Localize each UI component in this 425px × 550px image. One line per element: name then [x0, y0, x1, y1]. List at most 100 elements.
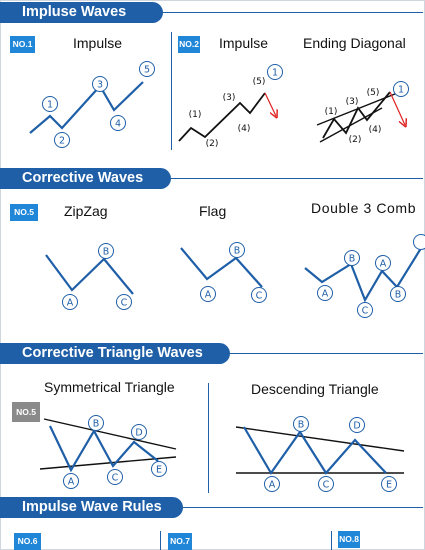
wave-label-text: (3) — [346, 97, 359, 107]
panel-title-ending-diagonal: Ending Diagonal — [303, 35, 406, 51]
wave-label: 3 — [92, 76, 108, 92]
double-3-combo-wave: A B C A B — [304, 234, 425, 318]
wave-label: 2 — [54, 132, 70, 148]
wave-label: B — [293, 416, 309, 432]
wave-label-text: 3 — [97, 80, 103, 91]
impulse-wave-2: (1) (2) (3) (4) (5) 1 — [178, 64, 283, 149]
wave-label-text: (5) — [367, 88, 380, 98]
wave-label-text: D — [353, 421, 360, 432]
section-header-corrective: Corrective Waves — [0, 168, 171, 189]
wave-label-text: 2 — [59, 136, 65, 147]
panel-title-zipzag: ZipZag — [64, 203, 108, 219]
panel-divider — [171, 32, 172, 150]
wave-label-text: B — [93, 419, 100, 430]
section-divider-impulse — [163, 12, 423, 13]
wave-label-text: 1 — [47, 100, 53, 111]
wave-label-text: E — [386, 480, 392, 491]
wave-label-text: C — [323, 480, 330, 491]
wave-label: B — [88, 415, 104, 431]
impulse-wave-1: 1 2 3 4 5 — [29, 61, 155, 148]
wave-label-text: 4 — [115, 119, 121, 130]
wave-label-circle-cropped — [413, 234, 425, 250]
badge-no7: NO.7 — [168, 533, 192, 550]
wave-label: 5 — [139, 61, 155, 77]
badge-no8: NO.8 — [338, 531, 360, 548]
section-divider-corrective — [171, 178, 423, 179]
panel-title-impulse-1: Impulse — [73, 35, 123, 51]
wave-label-text: B — [395, 290, 402, 301]
panel-divider-triangle — [208, 383, 209, 493]
wave-label: A — [200, 286, 216, 302]
section-divider-triangle — [230, 353, 423, 354]
wave-label: B — [229, 242, 245, 258]
rules-divider-1 — [160, 531, 161, 550]
wave-label-text: A — [269, 480, 276, 491]
section-divider-rules — [183, 507, 423, 508]
wave-label: 1 — [267, 64, 283, 80]
panel-title-symmetrical-triangle: Symmetrical Triangle — [44, 379, 175, 395]
flag-wave: A B C — [180, 242, 267, 303]
wave-label-text: (2) — [349, 135, 362, 145]
wave-label: A — [317, 285, 333, 301]
wave-label-text: (5) — [253, 77, 266, 87]
badge-no2: NO.2 — [178, 36, 200, 53]
wave-label-text: (4) — [238, 124, 251, 134]
descending-triangle-wave: A B C D E — [235, 416, 405, 492]
section-header-triangle: Corrective Triangle Waves — [0, 343, 230, 364]
rules-divider-2 — [331, 531, 332, 550]
symmetrical-triangle-wave: A B C D E — [39, 415, 177, 489]
wave-label-text: C — [256, 291, 263, 302]
wave-label: E — [381, 476, 397, 492]
wave-label-text: (1) — [325, 107, 338, 117]
wave-label-text: (4) — [369, 125, 382, 135]
zigzag-wave: A B C — [45, 243, 134, 310]
panel-title-flag: Flag — [199, 203, 227, 219]
wave-label: C — [116, 294, 132, 310]
wave-label: C — [251, 287, 267, 303]
wave-label-text: 5 — [144, 65, 150, 76]
badge-no5-triangle: NO.5 — [12, 402, 40, 422]
badge-no6: NO.6 — [14, 533, 41, 550]
wave-label-text: (1) — [189, 110, 202, 120]
wave-label: 1 — [42, 96, 58, 112]
wave-label: A — [62, 294, 78, 310]
wave-label-text: 1 — [398, 85, 404, 96]
panel-title-impulse-2: Impulse — [219, 35, 269, 51]
badge-no1: NO.1 — [10, 36, 35, 53]
wave-label-text: D — [135, 428, 142, 439]
panel-title-descending-triangle: Descending Triangle — [251, 381, 379, 397]
wave-label: C — [318, 476, 334, 492]
badge-no5-corrective: NO.5 — [10, 204, 38, 221]
panel-title-double-3-combo: Double 3 Comb — [311, 200, 417, 216]
wave-label: 4 — [110, 115, 126, 131]
section-header-rules: Impulse Wave Rules — [0, 497, 183, 518]
wave-label: B — [344, 250, 360, 266]
wave-label: 1 — [393, 81, 409, 97]
wave-label-text: B — [349, 254, 356, 265]
section-header-impulse: Impluse Waves — [0, 2, 163, 23]
wave-label: A — [264, 476, 280, 492]
wave-label-text: A — [380, 259, 387, 270]
wave-label-text: (3) — [223, 93, 236, 103]
wave-label-text: B — [298, 420, 305, 431]
wave-label: D — [131, 424, 147, 440]
wave-label: A — [63, 473, 79, 489]
wave-label: C — [357, 302, 373, 318]
wave-label-text: B — [234, 246, 241, 257]
wave-label-text: C — [362, 306, 369, 317]
ending-diagonal-wave: (1) (2) (3) (4) (5) 1 — [316, 81, 409, 145]
wave-label: A — [375, 255, 391, 271]
wave-label-text: A — [68, 477, 75, 488]
wave-label: D — [349, 417, 365, 433]
wave-label-text: A — [67, 298, 74, 309]
wave-label: C — [107, 469, 123, 485]
wave-label-text: E — [156, 465, 162, 476]
wave-label-text: C — [112, 473, 119, 484]
wave-label-text: A — [322, 289, 329, 300]
wave-label: E — [151, 461, 167, 477]
wave-label-text: A — [205, 290, 212, 301]
wave-label-text: C — [121, 298, 128, 309]
wave-label-text: B — [103, 247, 110, 258]
wave-label: B — [98, 243, 114, 259]
